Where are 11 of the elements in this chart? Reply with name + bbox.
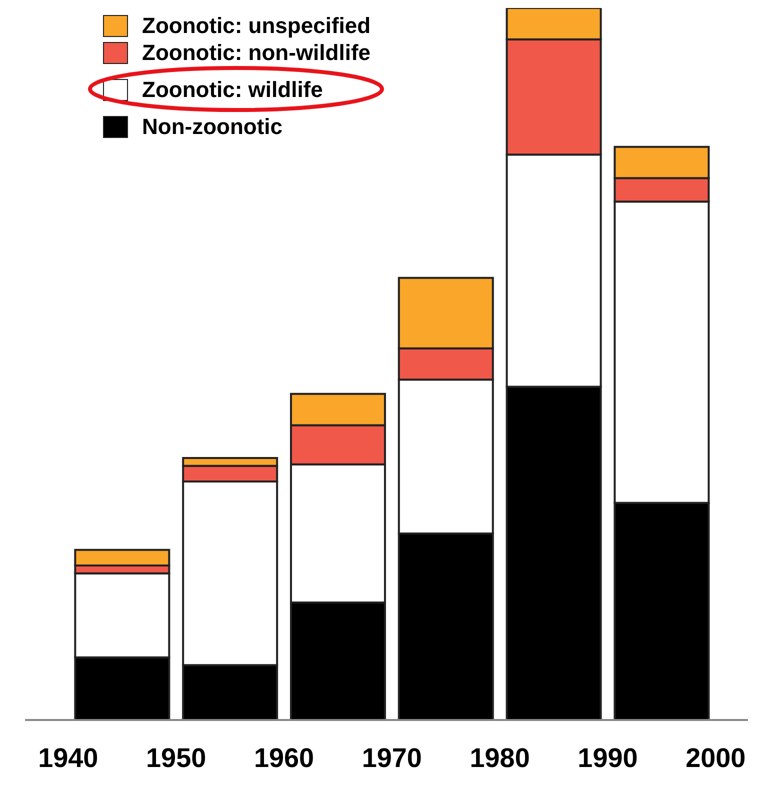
legend-label: Zoonotic: unspecified — [142, 12, 371, 39]
x-tick-label: 1980 — [470, 743, 530, 774]
x-tick-label: 1940 — [38, 743, 98, 774]
x-tick-label: 1970 — [362, 743, 422, 774]
legend-label: Non-zoonotic — [142, 113, 283, 140]
legend-label: Zoonotic: wildlife — [142, 76, 323, 103]
legend-label: Zoonotic: non-wildlife — [142, 39, 371, 66]
x-tick-label: 2000 — [686, 743, 746, 774]
x-tick-label: 1960 — [254, 743, 314, 774]
x-tick-label: 1950 — [146, 743, 206, 774]
x-tick-label: 1990 — [578, 743, 638, 774]
